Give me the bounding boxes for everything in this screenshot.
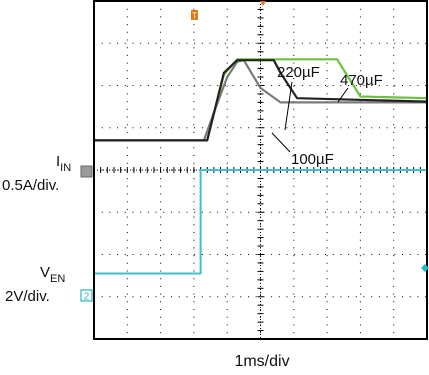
annotation-label-220uf: 220µF	[277, 64, 320, 81]
annotation-layer: 220µF 470µF 100µF	[271, 64, 383, 168]
ven-scale-label: 2V/div.	[5, 288, 50, 305]
annotation-leader-100uf	[271, 132, 291, 153]
trace-100uf	[94, 59, 427, 142]
x-axis-label: 1ms/div	[234, 353, 289, 370]
trigger-label: T	[192, 12, 197, 21]
trigger-marker: T	[191, 10, 198, 21]
ven-ground-marker-text: 2	[84, 292, 90, 303]
annotation-label-100uf: 100µF	[291, 151, 334, 168]
iin-scale-label: 0.5A/div.	[2, 177, 59, 194]
trigger-position-arrow	[260, 1, 266, 6]
ven-channel-label: VEN	[40, 264, 65, 285]
annotation-label-470uf: 470µF	[340, 72, 383, 89]
annotation-leader-470uf	[337, 87, 349, 103]
iin-ground-marker	[80, 165, 93, 178]
trace-ven	[94, 169, 427, 275]
iin-channel-label: IIN	[56, 153, 71, 174]
ven-ground-marker: 2	[80, 289, 93, 303]
trace-layer	[94, 58, 428, 275]
right-edge-marker	[421, 264, 429, 272]
annotation-leader-220uf	[284, 81, 293, 131]
trace-220uf	[94, 59, 428, 142]
